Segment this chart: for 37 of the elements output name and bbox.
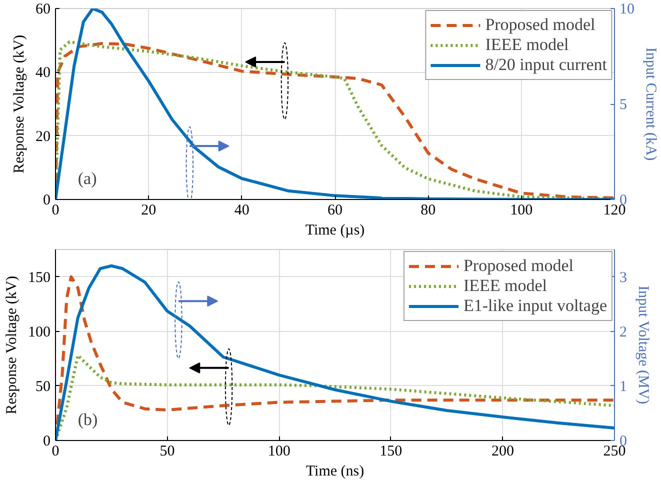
y-tick-label: 40 — [36, 65, 50, 82]
annotation: (b) — [78, 410, 98, 430]
x-tick-label: 150 — [380, 444, 402, 460]
y2-tick-label: 1 — [620, 378, 627, 395]
x-tick-label: 100 — [510, 202, 533, 218]
legend-label: IEEE model — [463, 276, 548, 296]
x-tick-label: 20 — [141, 202, 156, 218]
y-axis-title: Response Voltage (kV) — [12, 34, 28, 174]
y-tick-label: 50 — [36, 378, 50, 395]
x-axis-title: Time (ns) — [306, 464, 364, 480]
legend-label: E1-like input voltage — [463, 296, 607, 316]
x-tick-label: 50 — [160, 444, 175, 460]
y2-tick-label: 3 — [620, 270, 627, 286]
legend-label: 8/20 input current — [485, 55, 607, 75]
y2-axis-title: Input Voltage (MV) — [635, 286, 651, 404]
x-tick-label: 40 — [234, 202, 250, 218]
annotation: (a) — [78, 169, 97, 188]
legend-label: IEEE model — [485, 35, 569, 55]
y2-tick-label: 2 — [620, 324, 627, 340]
x-tick-label: 60 — [328, 202, 342, 218]
x-tick-label: 200 — [491, 444, 514, 460]
y-tick-label: 0 — [43, 192, 50, 208]
legend-label: Proposed model — [463, 256, 574, 276]
y-tick-label: 150 — [28, 270, 50, 286]
y2-tick-label: 10 — [620, 2, 634, 18]
x-tick-label: 80 — [420, 202, 436, 218]
y-tick-label: 100 — [28, 324, 50, 340]
y2-axis-title: Input Current (kA) — [642, 47, 658, 161]
line-series — [56, 8, 614, 200]
x-axis-title: Time (µs) — [305, 222, 365, 238]
y-axis-title: Response Voltage (kV) — [4, 276, 20, 414]
x-tick-label: 100 — [268, 444, 290, 460]
y2-tick-label: 5 — [620, 97, 627, 113]
y-tick-label: 60 — [36, 2, 50, 18]
legend-label: Proposed model — [485, 15, 596, 35]
y-tick-label: 20 — [36, 128, 50, 145]
y-tick-label: 0 — [43, 434, 50, 450]
